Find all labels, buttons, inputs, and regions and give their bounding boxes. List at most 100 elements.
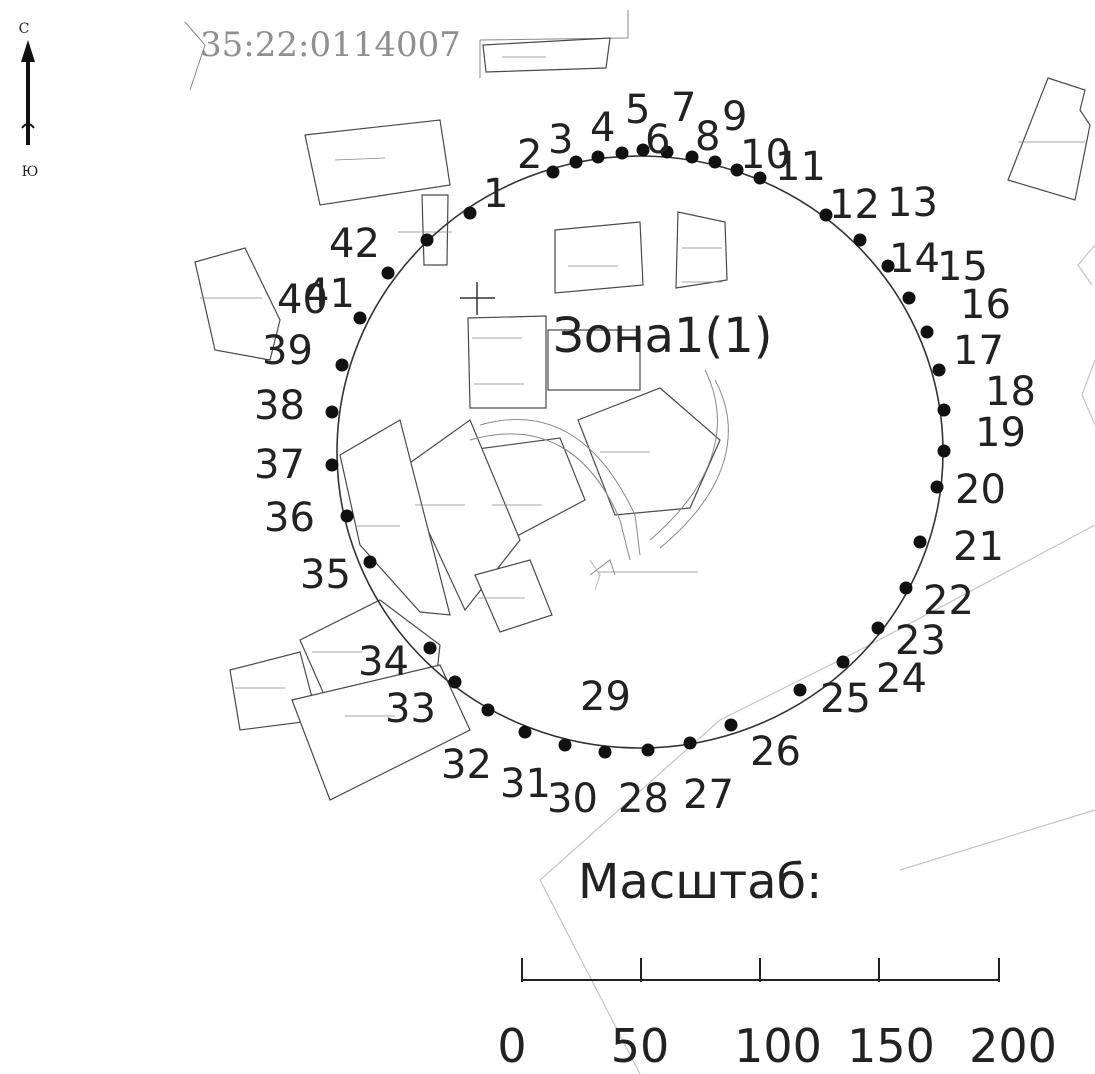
boundary-point-label: 42 bbox=[329, 221, 380, 267]
boundary-point-label: 27 bbox=[683, 772, 734, 818]
scale-tick-label: 200 bbox=[969, 1019, 1057, 1073]
boundary-point-marker bbox=[448, 675, 462, 689]
terrain-sketch bbox=[469, 369, 729, 591]
parcel bbox=[1007, 77, 1091, 201]
boundary-point-marker bbox=[558, 738, 572, 752]
north-arrow-icon: С Ю bbox=[19, 21, 39, 180]
boundary-point-marker bbox=[730, 163, 744, 177]
compass-north-label: С bbox=[19, 21, 30, 37]
boundary-point-marker bbox=[836, 655, 850, 669]
compass-south-label: Ю bbox=[22, 164, 39, 180]
parcel bbox=[482, 37, 611, 73]
parcel bbox=[577, 387, 721, 516]
boundary-point-label: 9 bbox=[722, 94, 747, 140]
boundary-point-label: 31 bbox=[500, 761, 551, 807]
boundary-point-label: 28 bbox=[618, 776, 669, 822]
scale-tick-label: 150 bbox=[847, 1019, 935, 1073]
boundary-point-marker bbox=[930, 480, 944, 494]
boundary-point-marker bbox=[819, 208, 833, 222]
boundary-point-label: 16 bbox=[960, 282, 1011, 328]
boundary-point-marker bbox=[753, 171, 767, 185]
boundary-point-label: 25 bbox=[820, 676, 871, 722]
background-lines bbox=[539, 244, 1095, 1074]
boundary-point-marker bbox=[899, 581, 913, 595]
boundary-points bbox=[325, 143, 951, 759]
boundary-point-label: 11 bbox=[775, 144, 826, 190]
scale-tick-label: 50 bbox=[611, 1019, 670, 1073]
scale-tick-label: 0 bbox=[497, 1019, 526, 1073]
boundary-point-marker bbox=[546, 165, 560, 179]
parcel bbox=[554, 221, 644, 294]
boundary-point-marker bbox=[660, 145, 674, 159]
boundary-point-label: 13 bbox=[887, 180, 938, 226]
quarter-boundary bbox=[184, 10, 629, 91]
boundary-point-label: 2 bbox=[517, 132, 542, 178]
boundary-point-marker bbox=[920, 325, 934, 339]
boundary-point-label: 19 bbox=[975, 410, 1026, 456]
boundary-point-label: 26 bbox=[750, 729, 801, 775]
boundary-point-marker bbox=[913, 535, 927, 549]
boundary-point-label: 23 bbox=[895, 618, 946, 664]
boundary-point-label: 15 bbox=[937, 244, 988, 290]
boundary-point-marker bbox=[636, 143, 650, 157]
boundary-point-label: 34 bbox=[358, 639, 409, 685]
parcel bbox=[304, 119, 451, 206]
boundary-point-label: 36 bbox=[264, 495, 315, 541]
boundary-point-label: 32 bbox=[441, 742, 492, 788]
boundary-point-label: 1 bbox=[483, 171, 508, 217]
boundary-point-label: 40 bbox=[277, 277, 328, 323]
parcels bbox=[194, 37, 1091, 801]
boundary-point-marker bbox=[325, 458, 339, 472]
boundary-point-label: 21 bbox=[953, 524, 1004, 570]
boundary-point-label: 7 bbox=[671, 85, 696, 131]
parcel bbox=[399, 419, 521, 612]
boundary-point-marker bbox=[569, 155, 583, 169]
parcel-code-marks bbox=[200, 56, 1085, 717]
boundary-point-marker bbox=[685, 150, 699, 164]
parcel bbox=[421, 194, 449, 266]
boundary-point-label: 4 bbox=[590, 105, 615, 151]
boundary-point-marker bbox=[881, 259, 895, 273]
boundary-point-marker bbox=[708, 155, 722, 169]
boundary-point-label: 17 bbox=[953, 328, 1004, 374]
boundary-point-marker bbox=[641, 743, 655, 757]
boundary-point-label: 41 bbox=[304, 271, 355, 317]
scale-bar bbox=[521, 958, 1000, 982]
boundary-point-marker bbox=[353, 311, 367, 325]
boundary-point-marker bbox=[381, 266, 395, 280]
parcel bbox=[474, 559, 553, 633]
crosshair-icon bbox=[460, 282, 495, 315]
parcel bbox=[291, 664, 471, 801]
boundary-point-marker bbox=[937, 403, 951, 417]
boundary-point-marker bbox=[423, 641, 437, 655]
scale-tick-labels: 0 50 100 150 200 bbox=[497, 1019, 1057, 1073]
boundary-point-label: 12 bbox=[829, 182, 880, 228]
boundary-point-marker bbox=[932, 363, 946, 377]
scale-title: Масштаб: bbox=[578, 854, 822, 910]
boundary-point-label: 14 bbox=[889, 236, 940, 282]
boundary-point-label: 20 bbox=[955, 467, 1006, 513]
boundary-point-marker bbox=[615, 146, 629, 160]
boundary-point-label: 33 bbox=[385, 686, 436, 732]
boundary-point-label: 29 bbox=[580, 674, 631, 720]
boundary-point-marker bbox=[340, 509, 354, 523]
boundary-point-label: 37 bbox=[254, 442, 305, 488]
parcel bbox=[194, 247, 281, 361]
quarter-number: 35:22:0114007 bbox=[200, 25, 461, 65]
boundary-point-label: 5 bbox=[625, 87, 650, 133]
boundary-point-label: 3 bbox=[548, 117, 573, 163]
boundary-point-label: 30 bbox=[547, 776, 598, 822]
boundary-point-label: 18 bbox=[985, 369, 1036, 415]
boundary-point-marker bbox=[683, 736, 697, 750]
parcel bbox=[339, 419, 451, 616]
boundary-point-marker bbox=[937, 444, 951, 458]
boundary-point-marker bbox=[591, 150, 605, 164]
boundary-point-marker bbox=[335, 358, 349, 372]
boundary-point-label: 39 bbox=[262, 328, 313, 374]
zone-label: Зона1(1) bbox=[553, 308, 772, 364]
boundary-point-marker bbox=[871, 621, 885, 635]
boundary-point-marker bbox=[420, 233, 434, 247]
parcel bbox=[547, 329, 641, 391]
